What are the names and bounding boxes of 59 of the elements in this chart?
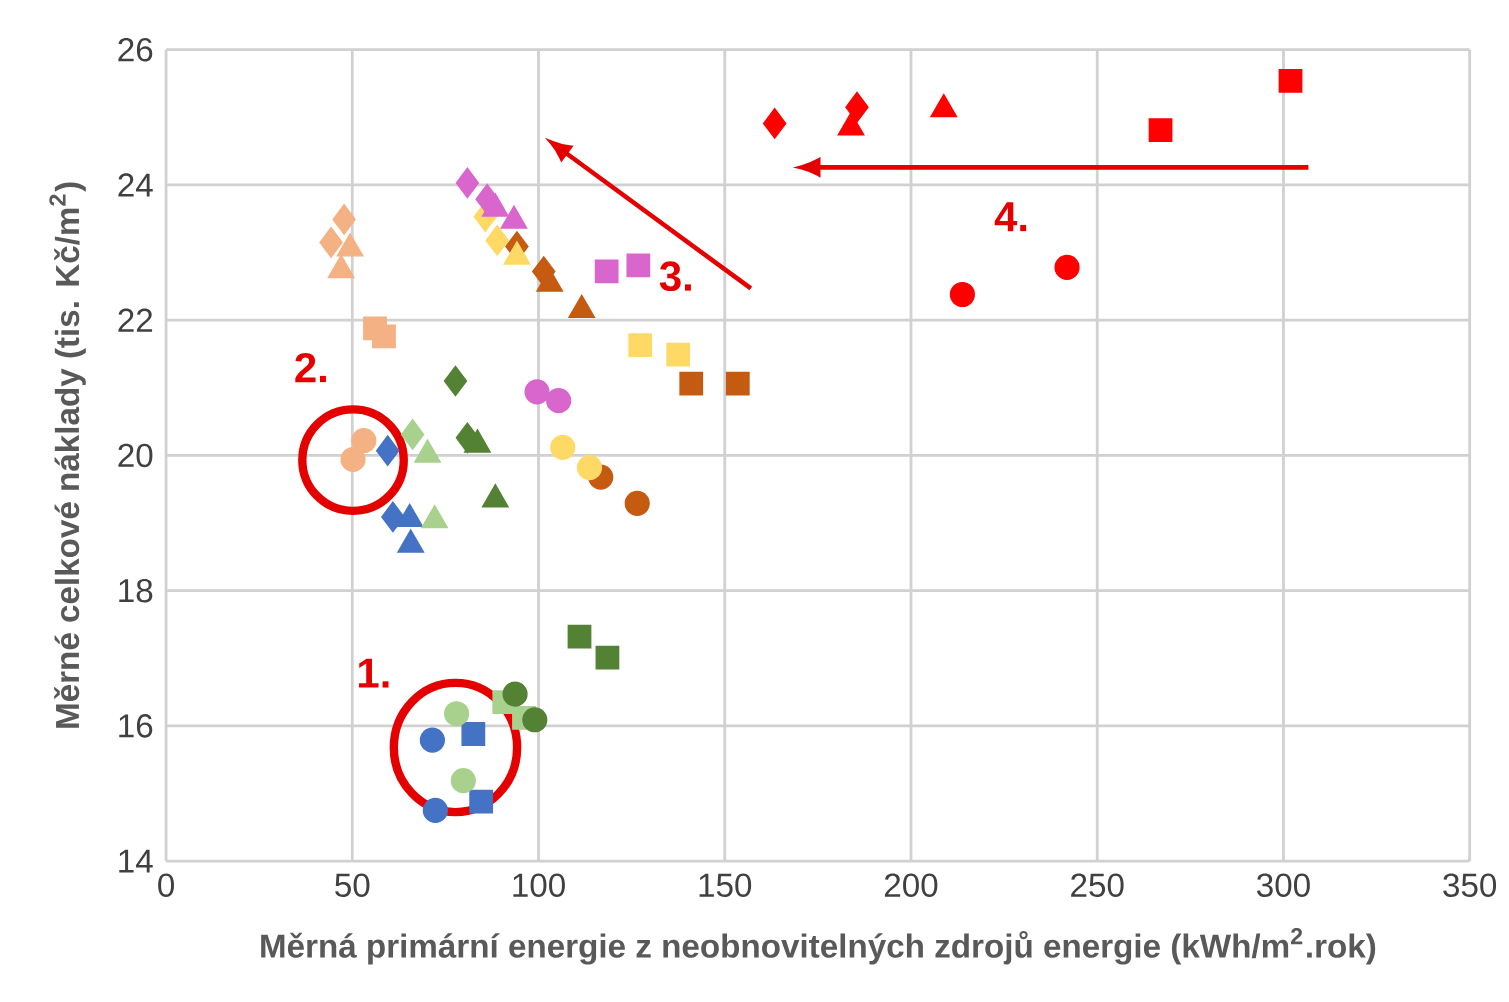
- point: [332, 203, 356, 235]
- point: [725, 371, 750, 396]
- annotation: 2.: [295, 352, 326, 382]
- y-tick-label: 24: [118, 173, 153, 197]
- y-tick-label: 22: [118, 308, 153, 332]
- point: [546, 387, 572, 414]
- point: [567, 624, 592, 649]
- point: [363, 316, 387, 341]
- y-tick-label: 18: [119, 578, 153, 603]
- point: [524, 379, 550, 405]
- point: [594, 259, 619, 284]
- x-tick-label: 200: [884, 873, 938, 897]
- point: [522, 707, 548, 733]
- y-tick-label: 14: [119, 849, 153, 873]
- annotation: 3.: [659, 261, 691, 291]
- x-tick-label: 50: [335, 873, 370, 897]
- point: [461, 721, 486, 746]
- annotation: 4.: [994, 202, 1027, 231]
- point: [626, 253, 651, 278]
- y-tick-label: 26: [118, 37, 153, 62]
- point: [400, 418, 425, 450]
- point: [679, 371, 704, 396]
- point: [1054, 254, 1080, 280]
- y-tick-label: 16: [119, 713, 153, 738]
- point: [628, 333, 653, 357]
- point: [550, 434, 576, 460]
- point: [443, 365, 468, 397]
- point: [422, 797, 448, 823]
- point: [762, 107, 787, 139]
- point: [319, 226, 343, 258]
- point: [375, 435, 400, 466]
- point: [949, 281, 975, 307]
- x-tick-label: 300: [1257, 873, 1310, 897]
- point: [469, 789, 494, 814]
- point: [419, 727, 445, 753]
- point: [351, 427, 377, 453]
- point: [444, 700, 470, 727]
- point: [340, 446, 366, 472]
- point: [455, 167, 480, 199]
- point: [845, 91, 869, 123]
- x-tick-label: 0: [158, 873, 174, 897]
- point: [576, 454, 603, 480]
- x-tick-label: 150: [699, 873, 752, 897]
- y-axis-title: Měrné celkové náklady (tis. Kč/m$^{2}$): [49, 182, 86, 728]
- point: [450, 767, 476, 794]
- y-tick-label: 20: [118, 443, 153, 468]
- annotation: 1.: [359, 658, 389, 688]
- point: [1278, 68, 1303, 93]
- point: [381, 501, 405, 533]
- point: [502, 681, 528, 707]
- point: [1148, 118, 1173, 142]
- point: [666, 342, 691, 367]
- x-tick-label: 350: [1443, 873, 1497, 897]
- x-axis-title: Měrná primární energie z neobnovitelných zdrojů energie (kWh/m$^{2}$.rok): [261, 927, 1376, 965]
- point: [624, 490, 650, 516]
- point: [595, 645, 620, 670]
- x-tick-label: 250: [1071, 873, 1124, 897]
- point: [485, 224, 509, 256]
- x-tick-label: 100: [513, 873, 565, 897]
